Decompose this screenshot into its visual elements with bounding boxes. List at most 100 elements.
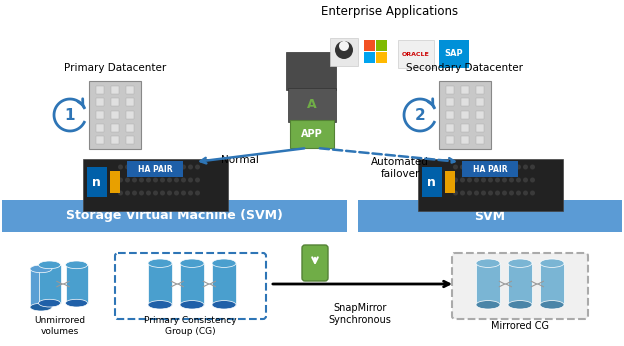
Circle shape	[118, 191, 123, 195]
Circle shape	[167, 164, 172, 170]
Bar	[446, 124, 454, 132]
Circle shape	[174, 191, 179, 195]
Bar	[364, 52, 375, 63]
Bar	[439, 81, 491, 149]
Text: SAP: SAP	[445, 49, 463, 58]
Text: 2: 2	[414, 108, 426, 122]
Circle shape	[174, 177, 179, 182]
Ellipse shape	[540, 259, 564, 267]
Text: A: A	[307, 99, 317, 111]
Circle shape	[167, 191, 172, 195]
FancyBboxPatch shape	[302, 245, 328, 281]
Bar	[358, 200, 622, 232]
Text: Automated
failover: Automated failover	[371, 157, 429, 179]
Text: 1: 1	[65, 108, 76, 122]
Text: Normal: Normal	[221, 155, 259, 165]
Circle shape	[160, 164, 165, 170]
Circle shape	[488, 164, 493, 170]
Ellipse shape	[476, 259, 500, 267]
Bar	[96, 124, 104, 132]
Bar	[126, 98, 134, 106]
Circle shape	[530, 191, 535, 195]
Ellipse shape	[180, 259, 204, 267]
Circle shape	[195, 191, 200, 195]
Bar	[446, 86, 454, 94]
Bar	[476, 86, 484, 94]
Bar	[111, 124, 119, 132]
Bar	[126, 86, 134, 94]
Bar	[398, 40, 434, 68]
Circle shape	[181, 177, 186, 182]
Bar	[126, 136, 134, 144]
Circle shape	[146, 191, 151, 195]
Bar	[461, 111, 469, 119]
Circle shape	[132, 177, 137, 182]
Circle shape	[502, 177, 507, 182]
Circle shape	[488, 191, 493, 195]
Ellipse shape	[39, 299, 61, 307]
Circle shape	[160, 177, 165, 182]
Circle shape	[188, 164, 193, 170]
Circle shape	[139, 177, 144, 182]
Circle shape	[474, 177, 479, 182]
Circle shape	[118, 177, 123, 182]
Circle shape	[509, 191, 514, 195]
Bar	[148, 263, 172, 305]
Bar	[376, 52, 387, 63]
Circle shape	[488, 177, 493, 182]
Ellipse shape	[180, 301, 204, 309]
Text: Primary Datacenter: Primary Datacenter	[64, 63, 166, 73]
Bar	[2, 200, 347, 232]
Bar	[111, 136, 119, 144]
Circle shape	[167, 177, 172, 182]
Circle shape	[460, 191, 465, 195]
Circle shape	[195, 177, 200, 182]
Circle shape	[467, 191, 472, 195]
Bar	[376, 40, 387, 51]
Text: n: n	[427, 175, 436, 189]
Circle shape	[453, 191, 458, 195]
Circle shape	[146, 177, 151, 182]
Text: Enterprise Applications: Enterprise Applications	[321, 6, 459, 18]
Bar	[476, 111, 484, 119]
Circle shape	[188, 191, 193, 195]
Bar	[446, 98, 454, 106]
Text: SVM: SVM	[474, 209, 505, 222]
Circle shape	[523, 191, 528, 195]
Circle shape	[467, 177, 472, 182]
Circle shape	[132, 164, 137, 170]
Text: Primary Consistency
Group (CG): Primary Consistency Group (CG)	[144, 316, 236, 336]
Circle shape	[474, 191, 479, 195]
Ellipse shape	[66, 299, 87, 307]
Bar	[89, 81, 141, 149]
Circle shape	[125, 191, 130, 195]
Circle shape	[481, 191, 486, 195]
Bar	[30, 269, 52, 307]
Bar	[446, 136, 454, 144]
Bar	[111, 86, 119, 94]
Bar	[87, 167, 107, 197]
Circle shape	[523, 177, 528, 182]
Text: ORACLE: ORACLE	[402, 52, 430, 56]
Ellipse shape	[540, 301, 564, 309]
Bar	[476, 98, 484, 106]
Circle shape	[125, 177, 130, 182]
Text: Storage Virtual Machine (SVM): Storage Virtual Machine (SVM)	[66, 209, 283, 222]
Ellipse shape	[30, 265, 52, 273]
Bar	[96, 136, 104, 144]
Circle shape	[509, 177, 514, 182]
Bar	[421, 167, 442, 197]
Circle shape	[195, 164, 200, 170]
Circle shape	[181, 164, 186, 170]
FancyBboxPatch shape	[452, 253, 588, 319]
Bar	[476, 124, 484, 132]
Text: HA PAIR: HA PAIR	[138, 164, 172, 173]
Bar	[540, 263, 564, 305]
Circle shape	[509, 164, 514, 170]
Circle shape	[339, 41, 349, 51]
Bar	[461, 136, 469, 144]
Circle shape	[474, 164, 479, 170]
Circle shape	[516, 164, 521, 170]
Ellipse shape	[148, 259, 172, 267]
Circle shape	[139, 164, 144, 170]
